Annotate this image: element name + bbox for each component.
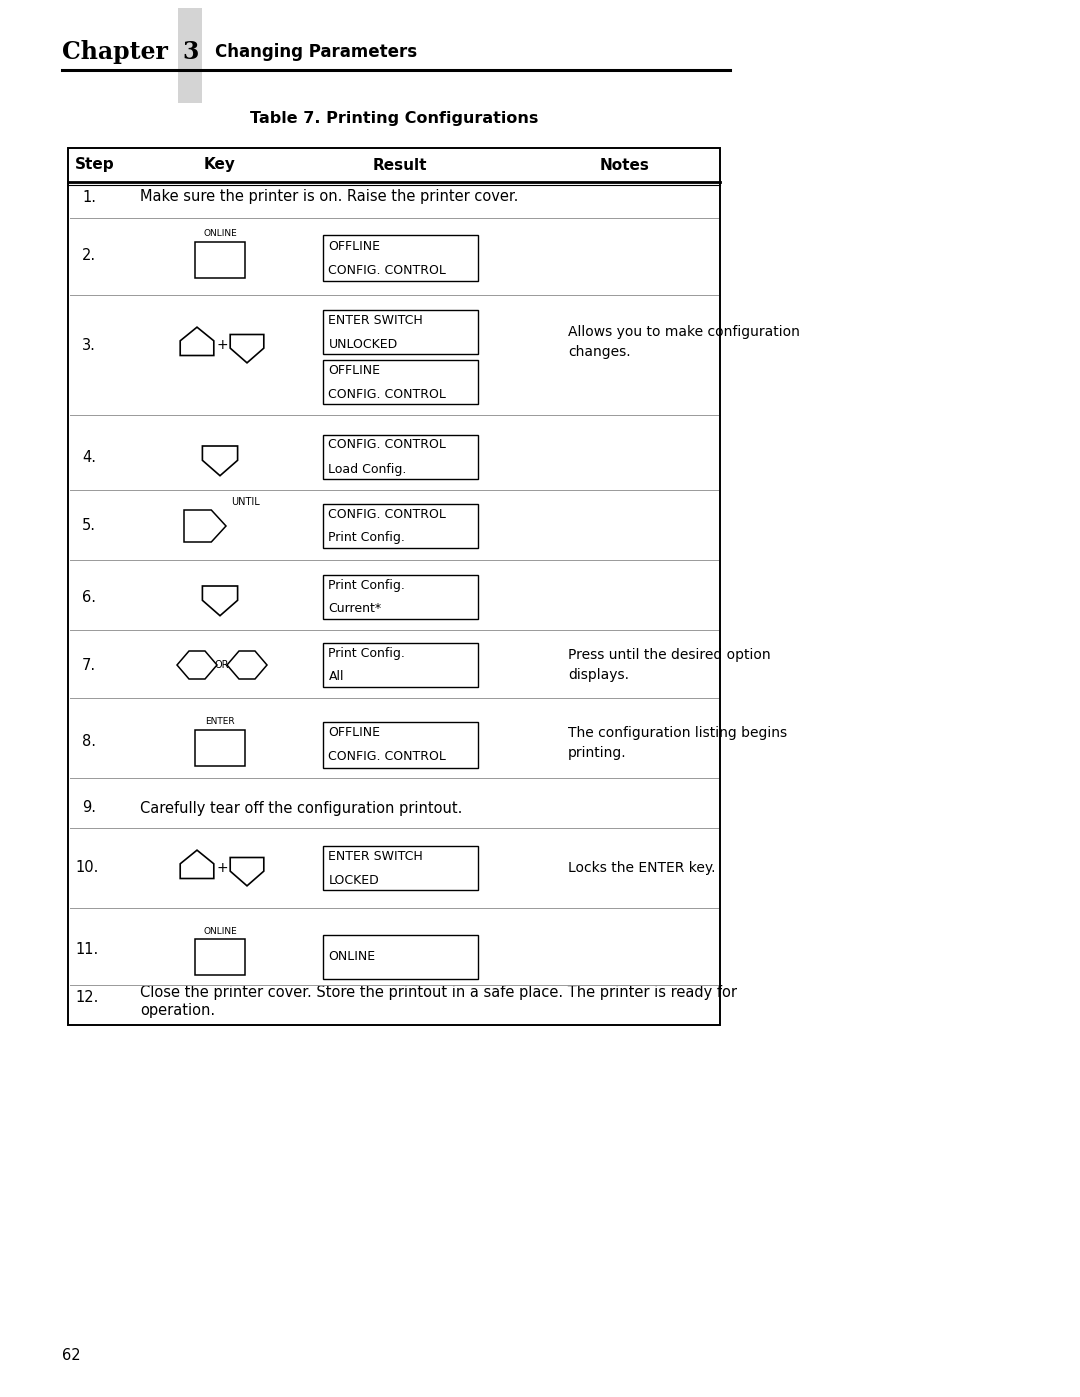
Text: CONFIG. CONTROL: CONFIG. CONTROL	[328, 507, 446, 521]
Text: 2.: 2.	[82, 247, 96, 263]
Text: Result: Result	[373, 158, 428, 172]
Text: Make sure the printer is on. Raise the printer cover.: Make sure the printer is on. Raise the p…	[140, 190, 518, 204]
Text: Notes: Notes	[600, 158, 650, 172]
Text: CONFIG. CONTROL: CONFIG. CONTROL	[328, 387, 446, 401]
Text: 5.: 5.	[82, 518, 96, 534]
Text: ONLINE: ONLINE	[328, 950, 376, 964]
Text: Key: Key	[204, 158, 235, 172]
Text: 1.: 1.	[82, 190, 96, 204]
Text: Table 7. Printing Configurations: Table 7. Printing Configurations	[249, 110, 538, 126]
Text: Print Config.: Print Config.	[328, 647, 405, 659]
Text: Close the printer cover. Store the printout in a safe place. The printer is read: Close the printer cover. Store the print…	[140, 985, 737, 1000]
Bar	[178, 8, 202, 103]
Polygon shape	[230, 334, 264, 363]
Text: LOCKED: LOCKED	[328, 873, 379, 887]
Text: operation.: operation.	[140, 1003, 215, 1017]
Text: 62: 62	[62, 1348, 81, 1362]
Text: 7.: 7.	[82, 658, 96, 672]
Text: ONLINE: ONLINE	[203, 229, 237, 239]
Bar	[323, 643, 477, 687]
Polygon shape	[202, 585, 238, 616]
Bar	[195, 731, 245, 766]
Bar	[323, 576, 477, 619]
Bar	[323, 935, 477, 979]
Text: Press until the desired option: Press until the desired option	[568, 648, 771, 662]
Polygon shape	[202, 446, 238, 476]
Polygon shape	[230, 858, 264, 886]
Text: 6.: 6.	[82, 590, 96, 605]
Text: Chapter: Chapter	[62, 41, 167, 64]
Text: Print Config.: Print Config.	[328, 578, 405, 591]
Bar	[323, 434, 477, 479]
Text: ONLINE: ONLINE	[203, 926, 237, 936]
Text: Current*: Current*	[328, 602, 381, 616]
Text: changes.: changes.	[568, 345, 631, 359]
Text: CONFIG. CONTROL: CONFIG. CONTROL	[328, 750, 446, 764]
Text: ENTER: ENTER	[205, 718, 234, 726]
Text: Load Config.: Load Config.	[328, 462, 407, 475]
Bar	[323, 235, 477, 281]
Text: Step: Step	[76, 158, 114, 172]
Text: OR: OR	[215, 659, 229, 671]
Text: OFFLINE: OFFLINE	[328, 239, 380, 253]
Text: 3: 3	[183, 41, 199, 64]
Text: Changing Parameters: Changing Parameters	[215, 43, 417, 61]
Polygon shape	[227, 651, 267, 679]
Text: Print Config.: Print Config.	[328, 531, 405, 545]
Text: Locks the ENTER key.: Locks the ENTER key.	[568, 861, 715, 875]
Bar	[68, 148, 720, 1025]
Text: 3.: 3.	[82, 338, 96, 352]
Bar	[323, 360, 477, 404]
Text: 12.: 12.	[75, 989, 98, 1004]
Text: CONFIG. CONTROL: CONFIG. CONTROL	[328, 264, 446, 277]
Bar	[195, 242, 245, 278]
Bar	[195, 939, 245, 975]
Text: displays.: displays.	[568, 668, 629, 682]
Polygon shape	[177, 651, 217, 679]
Polygon shape	[180, 851, 214, 879]
Text: +: +	[216, 861, 228, 875]
Polygon shape	[184, 510, 226, 542]
Text: All: All	[328, 671, 345, 683]
Text: 4.: 4.	[82, 450, 96, 464]
Bar	[323, 847, 477, 890]
Text: printing.: printing.	[568, 746, 626, 760]
Text: 10.: 10.	[75, 861, 98, 876]
Text: 11.: 11.	[75, 943, 98, 957]
Text: 8.: 8.	[82, 735, 96, 750]
Text: Carefully tear off the configuration printout.: Carefully tear off the configuration pri…	[140, 800, 462, 816]
Text: The configuration listing begins: The configuration listing begins	[568, 726, 787, 740]
Text: Allows you to make configuration: Allows you to make configuration	[568, 326, 800, 339]
Text: UNTIL: UNTIL	[231, 497, 260, 507]
Bar	[323, 310, 477, 353]
Polygon shape	[180, 327, 214, 355]
Bar	[323, 504, 477, 548]
Text: ENTER SWITCH: ENTER SWITCH	[328, 849, 423, 862]
Text: CONFIG. CONTROL: CONFIG. CONTROL	[328, 439, 446, 451]
Text: UNLOCKED: UNLOCKED	[328, 338, 397, 351]
Text: OFFLINE: OFFLINE	[328, 726, 380, 739]
Text: ENTER SWITCH: ENTER SWITCH	[328, 313, 423, 327]
Text: 9.: 9.	[82, 800, 96, 816]
Text: +: +	[216, 338, 228, 352]
Bar	[323, 722, 477, 768]
Text: OFFLINE: OFFLINE	[328, 363, 380, 377]
